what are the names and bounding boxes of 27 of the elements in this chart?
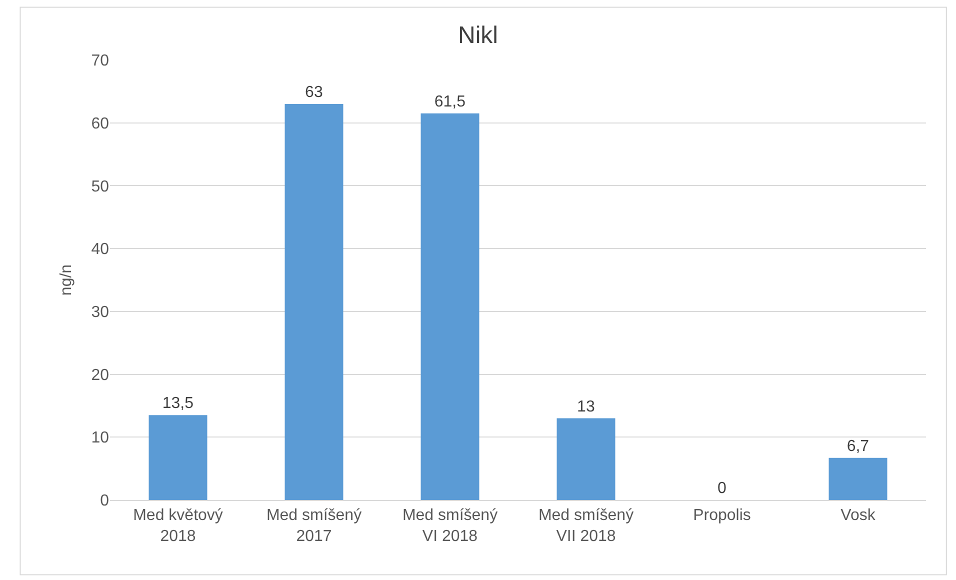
y-tick-label: 50 — [91, 178, 110, 196]
y-tick-label: 10 — [91, 430, 110, 447]
x-tick-label: Med smíšený VI 2018 — [402, 507, 498, 545]
x-tick-label: Med smíšený 2017 — [266, 507, 362, 545]
x-tick-label: Med smíšený VII 2018 — [538, 507, 634, 545]
data-label: 63 — [305, 84, 323, 101]
y-tick-label: 70 — [91, 52, 110, 70]
x-tick-label: Propolis — [693, 507, 751, 524]
data-label: 61,5 — [434, 93, 466, 110]
x-tick-label: Med květový 2018 — [133, 507, 223, 545]
chart-title: Nikl — [458, 22, 498, 49]
data-label: 13,5 — [162, 395, 194, 412]
y-tick-label: 60 — [91, 115, 110, 132]
bar — [828, 458, 888, 500]
bar — [556, 418, 616, 500]
data-label: 0 — [718, 480, 726, 497]
y-tick-label: 0 — [100, 492, 110, 510]
data-label: 13 — [577, 398, 595, 416]
data-label: 6,7 — [846, 438, 870, 455]
y-tick-label: 20 — [91, 366, 110, 384]
bar — [420, 113, 480, 500]
y-axis-title: ng/n — [58, 264, 76, 296]
x-tick-label: Vosk — [840, 507, 876, 524]
bar — [148, 415, 208, 500]
y-tick-label: 30 — [91, 304, 110, 322]
y-tick-label: 40 — [91, 241, 110, 258]
bar — [284, 104, 344, 500]
